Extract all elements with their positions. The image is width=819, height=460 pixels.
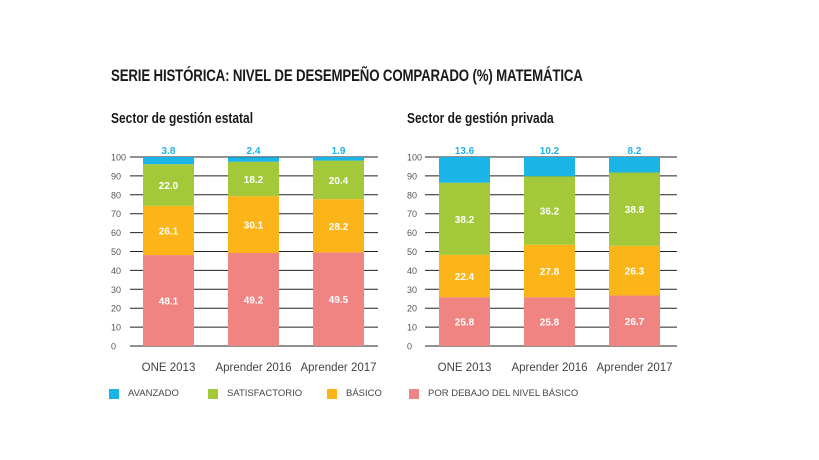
legend-swatch <box>327 388 337 399</box>
y-tick-label: 0 <box>407 342 412 352</box>
bar-segment <box>524 176 575 245</box>
bar-segment <box>609 157 660 173</box>
chart-title-estatal: Sector de gestión estatal <box>111 110 254 127</box>
legend-swatch <box>109 388 119 399</box>
bar-segment <box>228 157 279 162</box>
bar-segment <box>313 252 364 346</box>
data-label: 2.4 <box>247 146 261 157</box>
bar-segment <box>609 245 660 296</box>
y-tick-label: 30 <box>111 285 121 295</box>
data-label: 25.8 <box>540 318 560 329</box>
data-label: 26.1 <box>159 226 179 237</box>
bar-segment <box>228 253 279 346</box>
y-tick-label: 10 <box>407 323 417 333</box>
data-label: 10.2 <box>540 146 560 157</box>
title-main: SERIE HISTÓRICA: NIVEL DE DESEMPEÑO COMP… <box>111 66 493 85</box>
y-tick-label: 60 <box>407 228 417 238</box>
y-tick-label: 0 <box>111 342 116 352</box>
bar-segment <box>439 297 490 346</box>
x-tick-label: Aprender 2016 <box>511 362 587 374</box>
data-label: 13.6 <box>455 146 475 157</box>
y-tick-label: 30 <box>407 285 417 295</box>
y-tick-label: 70 <box>111 209 121 219</box>
y-tick-label: 80 <box>111 190 121 200</box>
bar-segment <box>609 172 660 246</box>
y-tick-label: 20 <box>111 304 121 314</box>
y-tick-label: 90 <box>111 171 121 181</box>
bar-segment <box>524 157 575 177</box>
y-tick-label: 70 <box>407 209 417 219</box>
bar-segment <box>524 244 575 298</box>
x-tick-label: Aprender 2016 <box>215 362 291 374</box>
legend-label: SATISFACTORIO <box>227 388 303 399</box>
title-subject: MATEMÁTICA <box>496 66 583 85</box>
bar-segment <box>313 199 364 253</box>
bar-segment <box>228 196 279 254</box>
bar-segment <box>439 182 490 255</box>
bar-segment <box>143 255 194 346</box>
y-tick-label: 80 <box>407 190 417 200</box>
data-label: 38.2 <box>455 215 475 226</box>
y-tick-label: 20 <box>407 304 417 314</box>
bar-segment <box>609 295 660 346</box>
y-tick-label: 50 <box>111 247 121 257</box>
bar-segment <box>143 164 194 206</box>
data-label: 30.1 <box>244 221 264 232</box>
bar-segment <box>524 297 575 346</box>
legend-label: BÁSICO <box>346 388 382 399</box>
bar-segment <box>228 161 279 197</box>
y-tick-label: 90 <box>407 171 417 181</box>
bar-segment <box>313 157 364 161</box>
legend-item-basico: BÁSICO <box>327 388 382 399</box>
y-tick-label: 40 <box>407 266 417 276</box>
y-tick-label: 50 <box>407 247 417 257</box>
data-label: 38.8 <box>625 205 645 216</box>
legend-item-satisfactorio: SATISFACTORIO <box>208 388 302 399</box>
data-label: 22.4 <box>455 272 475 283</box>
data-label: 1.9 <box>332 146 346 157</box>
legend-label: AVANZADO <box>128 388 179 399</box>
data-label: 18.2 <box>244 175 264 186</box>
chart-title-privada: Sector de gestión privada <box>407 110 554 127</box>
legend-item-debajo: POR DEBAJO DEL NIVEL BÁSICO <box>409 388 578 399</box>
data-label: 25.8 <box>455 318 475 329</box>
data-label: 49.5 <box>329 295 349 306</box>
legend-label: POR DEBAJO DEL NIVEL BÁSICO <box>428 388 579 399</box>
legend-swatch <box>208 388 218 399</box>
x-tick-label: ONE 2013 <box>438 362 492 374</box>
bar-segment <box>143 157 194 165</box>
bar-segment <box>439 157 490 183</box>
x-tick-label: Aprender 2017 <box>300 362 376 374</box>
bar-segment <box>439 254 490 298</box>
data-label: 36.2 <box>540 206 560 217</box>
x-tick-label: Aprender 2017 <box>596 362 672 374</box>
y-tick-label: 40 <box>111 266 121 276</box>
data-label: 20.4 <box>329 176 349 187</box>
y-tick-label: 100 <box>111 153 126 163</box>
data-label: 28.2 <box>329 222 349 233</box>
legend-item-avanzado: AVANZADO <box>109 388 179 399</box>
y-tick-label: 10 <box>111 323 121 333</box>
data-label: 22.0 <box>159 181 179 192</box>
data-label: 26.3 <box>625 267 645 278</box>
y-tick-label: 100 <box>407 153 422 163</box>
data-label: 3.8 <box>162 146 176 157</box>
bar-segment <box>143 205 194 256</box>
data-label: 48.1 <box>159 297 179 308</box>
data-label: 8.2 <box>628 146 642 157</box>
bar-segment <box>313 160 364 200</box>
data-label: 26.7 <box>625 317 645 328</box>
legend-swatch <box>409 388 419 399</box>
data-label: 27.8 <box>540 267 560 278</box>
figure-title: SERIE HISTÓRICA: NIVEL DE DESEMPEÑO COMP… <box>111 66 583 86</box>
data-label: 49.2 <box>244 296 264 307</box>
x-tick-label: ONE 2013 <box>142 362 196 374</box>
y-tick-label: 60 <box>111 228 121 238</box>
